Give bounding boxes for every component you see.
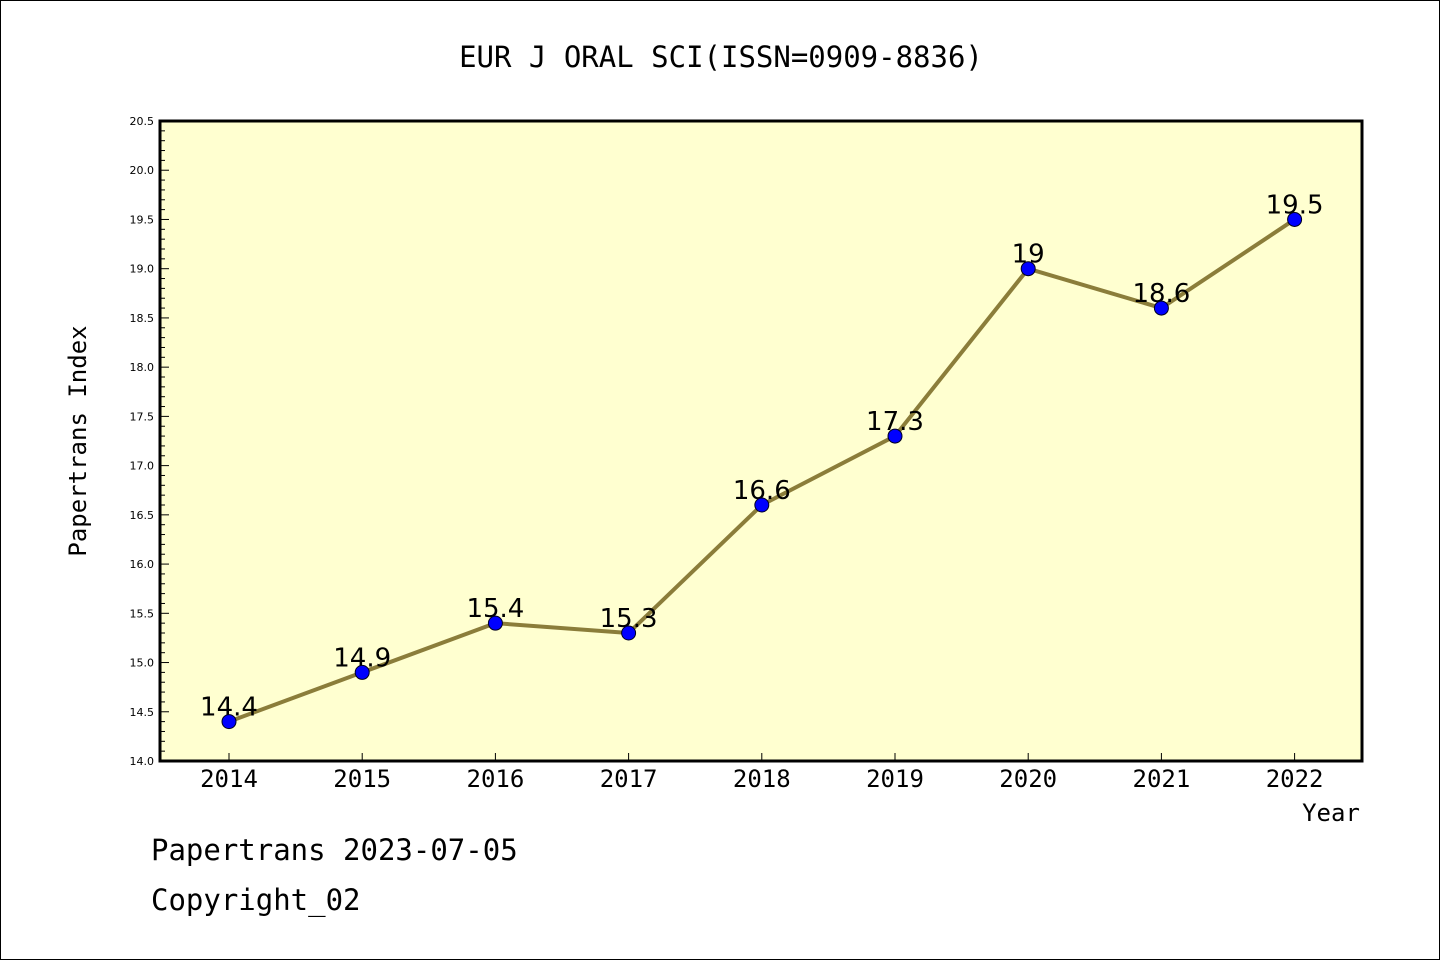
y-tick-label: 15.0: [130, 657, 155, 670]
y-tick-label: 14.5: [130, 706, 155, 719]
y-tick-label: 17.0: [130, 460, 155, 473]
data-point: [754, 497, 770, 513]
x-tick-label: 2020: [999, 765, 1057, 793]
data-point: [1020, 261, 1036, 277]
y-tick-label: 18.0: [130, 361, 155, 374]
x-tick-label: 2017: [600, 765, 658, 793]
data-point: [1287, 211, 1303, 227]
y-axis-title: Papertrans Index: [64, 325, 92, 556]
chart-title: EUR J ORAL SCI(ISSN=0909-8836): [459, 40, 983, 74]
y-tick-label: 16.0: [130, 558, 155, 571]
data-point: [621, 625, 637, 641]
data-point: [487, 615, 503, 631]
x-axis-title: Year: [1302, 799, 1360, 827]
data-point: [1153, 300, 1169, 316]
x-tick-label: 2014: [200, 765, 258, 793]
data-point: [221, 714, 237, 730]
plot-background: [160, 121, 1362, 761]
y-tick-label: 14.0: [130, 755, 155, 768]
y-tick-label: 20.5: [130, 115, 155, 128]
footer-date: Papertrans 2023-07-05: [151, 833, 518, 867]
x-tick-label: 2019: [866, 765, 924, 793]
data-point: [354, 664, 370, 680]
y-tick-label: 20.0: [130, 164, 155, 177]
x-tick-label: 2015: [333, 765, 391, 793]
y-tick-label: 18.5: [130, 312, 155, 325]
plot-border: [158, 119, 1364, 763]
x-tick-label: 2018: [733, 765, 791, 793]
x-tick-label: 2016: [467, 765, 525, 793]
y-tick-label: 19.0: [130, 263, 155, 276]
data-point: [887, 428, 903, 444]
x-tick-label: 2021: [1133, 765, 1191, 793]
footer-copyright: Copyright_02: [151, 883, 361, 917]
x-tick-label: 2022: [1266, 765, 1324, 793]
y-tick-label: 19.5: [130, 213, 155, 226]
y-tick-label: 17.5: [130, 410, 155, 423]
y-tick-label: 16.5: [130, 509, 155, 522]
y-tick-label: 15.5: [130, 607, 155, 620]
